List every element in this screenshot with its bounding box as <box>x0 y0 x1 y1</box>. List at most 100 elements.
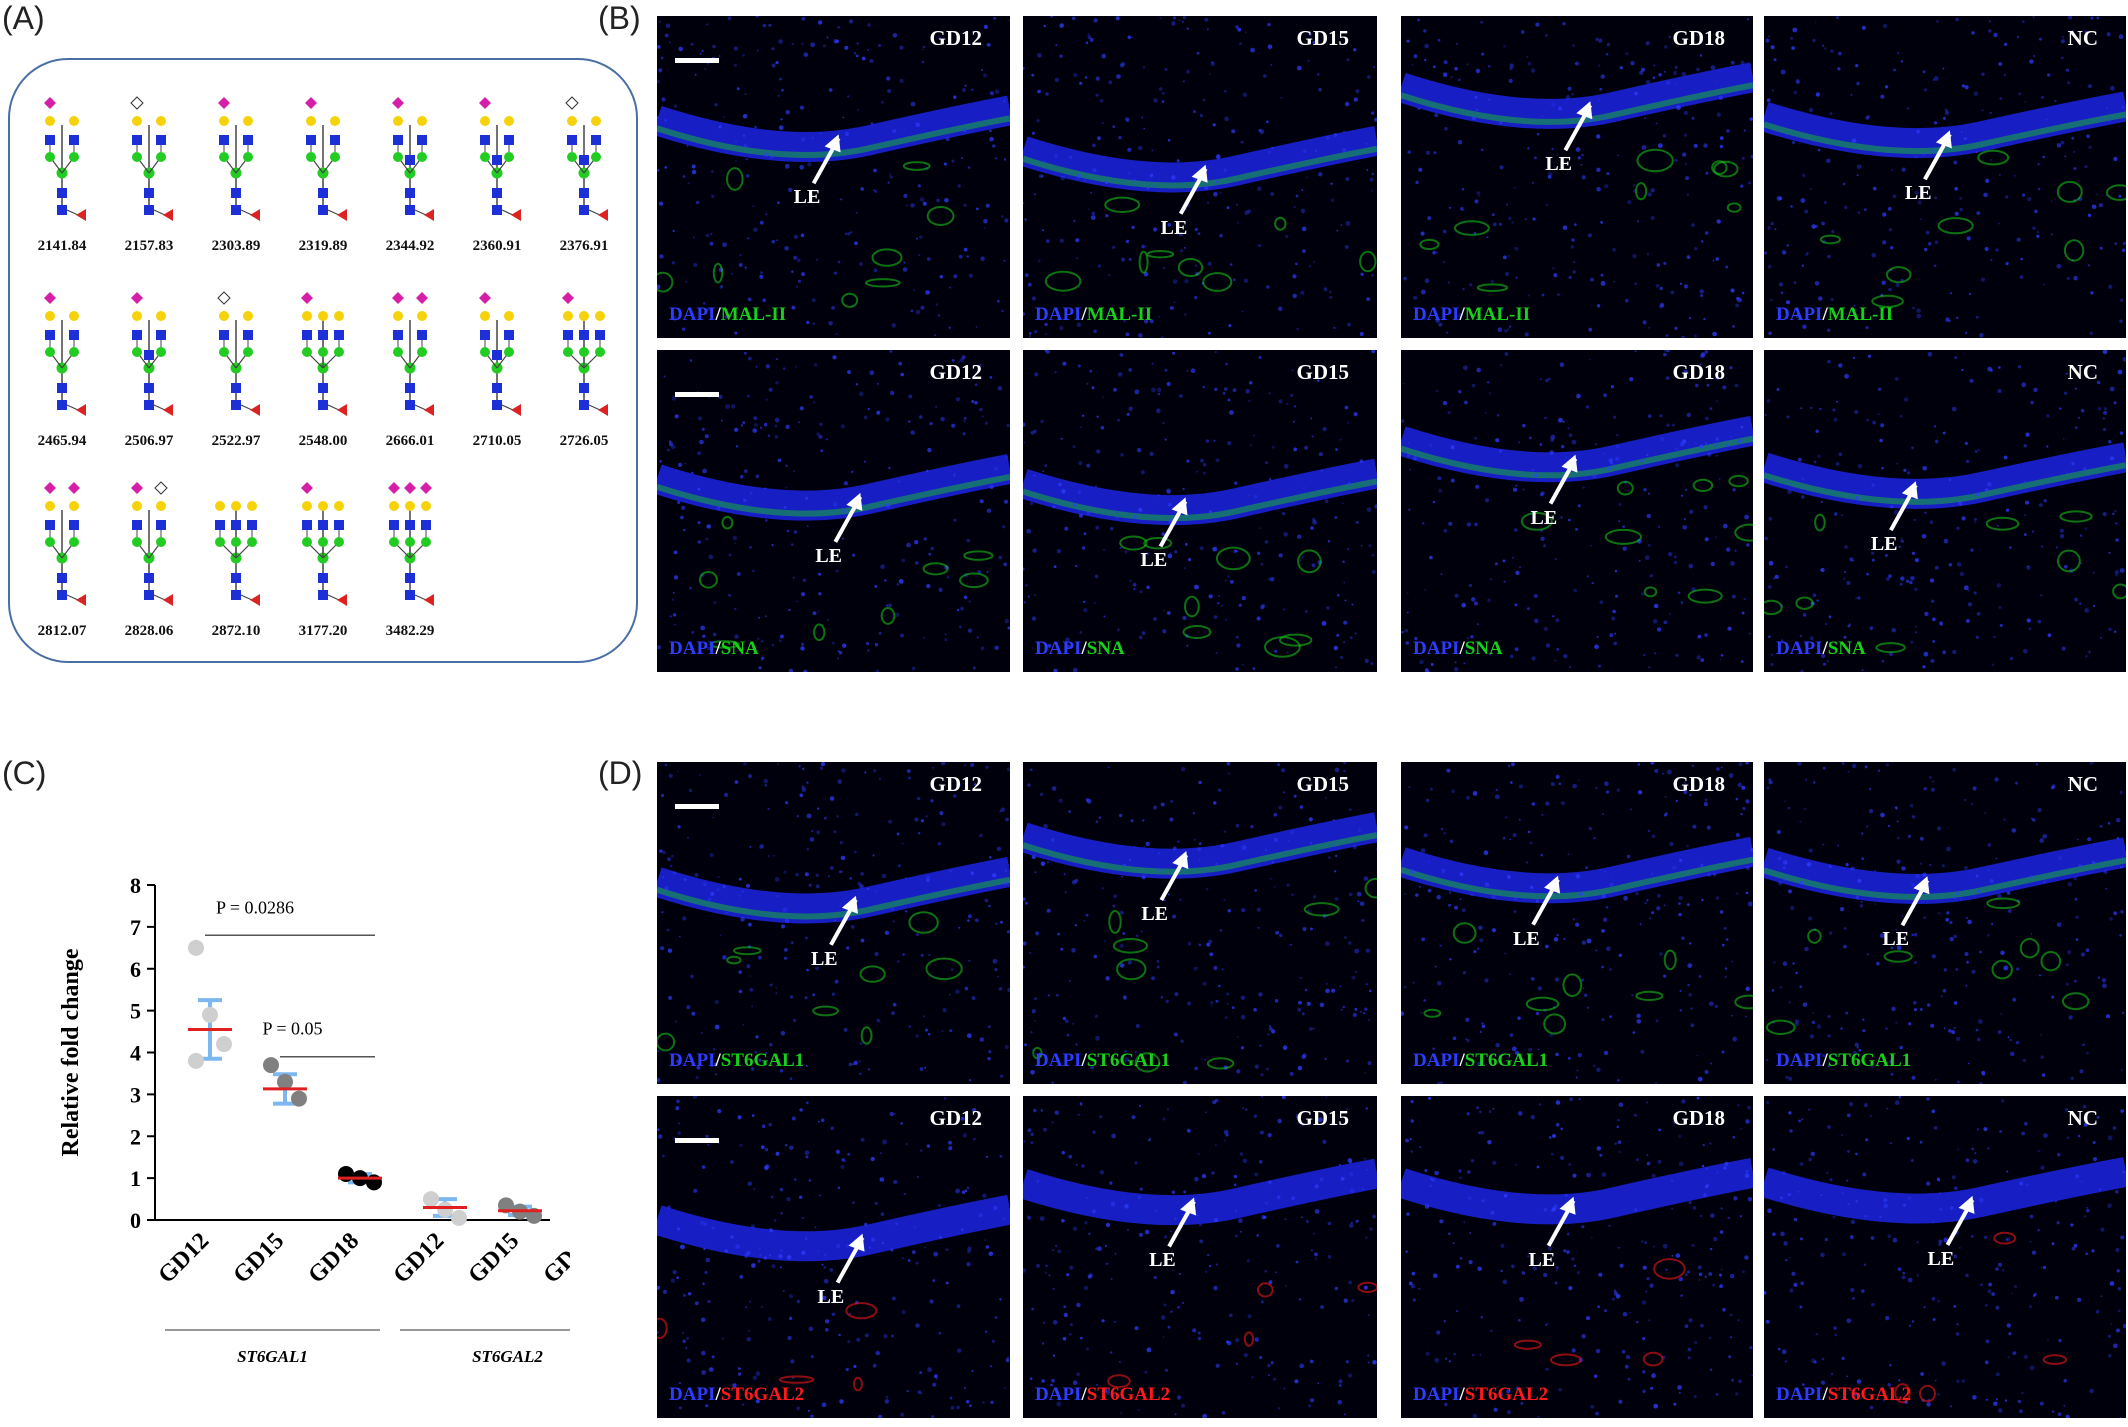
glycan-mass: 3177.20 <box>298 623 348 639</box>
group-label: NC <box>2067 772 2098 796</box>
le-label: LE <box>1545 153 1572 176</box>
micrograph-mal-ii-nc: NC LE DAPI/MAL-II <box>1764 16 2126 338</box>
group-label: GD12 <box>929 360 983 384</box>
le-label: LE <box>1141 903 1168 926</box>
stain-label: DAPI/MAL-II <box>1413 304 1531 325</box>
group-label: GD18 <box>1672 26 1726 50</box>
glycan-mass: 2465.94 <box>37 433 87 449</box>
glycan-icon <box>217 291 260 416</box>
le-label: LE <box>1870 533 1898 556</box>
stain-label: DAPI/SNA <box>669 638 759 659</box>
micrograph-st6gal2-gd15: GD15 LE DAPI/ST6GAL2 <box>1023 1096 1377 1418</box>
glycan-icon <box>215 501 260 606</box>
data-point <box>437 1201 453 1218</box>
y-axis-label: Relative fold change <box>58 948 84 1156</box>
glycan-structure: 2376.91 <box>542 85 626 255</box>
le-label: LE <box>1140 549 1168 572</box>
group-label: NC <box>2067 26 2098 50</box>
glycan-icon <box>301 482 347 606</box>
y-tick-label: 2 <box>130 1124 141 1149</box>
glycan-mass: 2872.10 <box>211 623 261 639</box>
glycan-structure: 2812.07 <box>20 470 104 640</box>
data-point <box>291 1090 307 1107</box>
le-label: LE <box>1530 506 1558 529</box>
glycan-icon <box>131 292 173 416</box>
x-tick-label: GD12 <box>153 1228 214 1289</box>
glycan-structure: 2710.05 <box>455 280 539 450</box>
micrograph-sna-gd12: GD12 LE DAPI/SNA <box>657 350 1010 672</box>
glycan-structure: 2319.89 <box>281 85 365 255</box>
scale-bar <box>675 392 719 397</box>
stain-label: DAPI/SNA <box>1776 638 1866 659</box>
micrograph-sna-gd15: GD15 LE DAPI/SNA <box>1023 350 1377 672</box>
glycan-mass: 2319.89 <box>298 238 348 254</box>
stain-label: DAPI/ST6GAL2 <box>1413 1384 1549 1405</box>
group-label: GD15 <box>1296 26 1350 50</box>
glycan-structure: 2303.89 <box>194 85 278 255</box>
glycan-structure: 2828.06 <box>107 470 191 640</box>
p-value-label: P = 0.0286 <box>216 897 294 917</box>
group-label: GD18 <box>1672 772 1726 796</box>
glycan-mass: 2812.07 <box>37 623 87 639</box>
group-label: GD15 <box>1296 1106 1350 1130</box>
y-tick-label: 0 <box>130 1208 141 1233</box>
micrograph-st6gal1-nc: NC LE DAPI/ST6GAL1 <box>1764 762 2126 1084</box>
group-label: GD18 <box>1672 1106 1726 1130</box>
micrograph-mal-ii-gd18: GD18 LE DAPI/MAL-II <box>1401 16 1753 338</box>
data-point <box>423 1191 439 1208</box>
stain-label: DAPI/ST6GAL1 <box>1776 1050 1912 1071</box>
x-tick-label: GD12 <box>388 1228 449 1289</box>
x-tick-label: GD15 <box>228 1228 289 1289</box>
x-tick-label: GD18 <box>303 1228 364 1289</box>
glycan-structure: 2344.92 <box>368 85 452 255</box>
glycan-mass: 2344.92 <box>385 238 435 254</box>
x-tick-label: GD18 <box>538 1228 570 1289</box>
micrograph-sna-nc: NC LE DAPI/SNA <box>1764 350 2126 672</box>
stain-label: DAPI/ST6GAL2 <box>669 1384 805 1405</box>
scale-bar <box>675 804 719 809</box>
glycan-structure: 2522.97 <box>194 280 278 450</box>
gene-group-label: ST6GAL2 <box>472 1347 543 1366</box>
glycan-mass: 2726.05 <box>559 433 609 449</box>
le-label: LE <box>817 1285 845 1308</box>
micrograph-mal-ii-gd12: GD12 LE DAPI/MAL-II <box>657 16 1010 338</box>
le-label: LE <box>1927 1247 1955 1270</box>
glycan-icon <box>130 96 173 221</box>
y-tick-label: 4 <box>130 1041 141 1066</box>
group-label: GD12 <box>929 772 983 796</box>
glycan-mass: 2710.05 <box>472 433 522 449</box>
data-point <box>188 939 204 956</box>
group-label: GD15 <box>1296 772 1350 796</box>
panel-label-b: (B) <box>598 0 641 36</box>
y-tick-label: 8 <box>130 873 141 898</box>
data-point <box>277 1073 293 1090</box>
glycan-icon <box>392 292 434 416</box>
panel-label-c: (C) <box>2 755 47 791</box>
stain-label: DAPI/MAL-II <box>1776 304 1894 325</box>
glycan-mass: 2303.89 <box>211 238 261 254</box>
glycan-icon <box>479 292 521 416</box>
group-label: NC <box>2067 1106 2098 1130</box>
glycan-icon <box>218 97 260 221</box>
glycan-icon <box>131 481 173 606</box>
stain-label: DAPI/MAL-II <box>1035 304 1153 325</box>
glycan-structure: 2872.10 <box>194 470 278 640</box>
glycan-structure: 3177.20 <box>281 470 365 640</box>
glycan-structure: 3482.29 <box>368 470 452 640</box>
stain-label: DAPI/SNA <box>1413 638 1503 659</box>
le-label: LE <box>1149 1249 1176 1272</box>
glycan-structure: 2726.05 <box>542 280 626 450</box>
glycan-mass: 2666.01 <box>385 433 435 449</box>
glycan-icon <box>44 482 86 606</box>
le-label: LE <box>1904 182 1932 205</box>
stain-label: DAPI/ST6GAL2 <box>1776 1384 1912 1405</box>
glycan-icon <box>44 97 86 221</box>
glycan-mass: 2157.83 <box>124 238 174 254</box>
glycan-mass: 2360.91 <box>472 238 522 254</box>
group-label: GD18 <box>1672 360 1726 384</box>
y-tick-label: 5 <box>130 999 141 1024</box>
y-tick-label: 1 <box>130 1166 141 1191</box>
gene-group-label: ST6GAL1 <box>237 1347 308 1366</box>
glycan-structure: 2465.94 <box>20 280 104 450</box>
